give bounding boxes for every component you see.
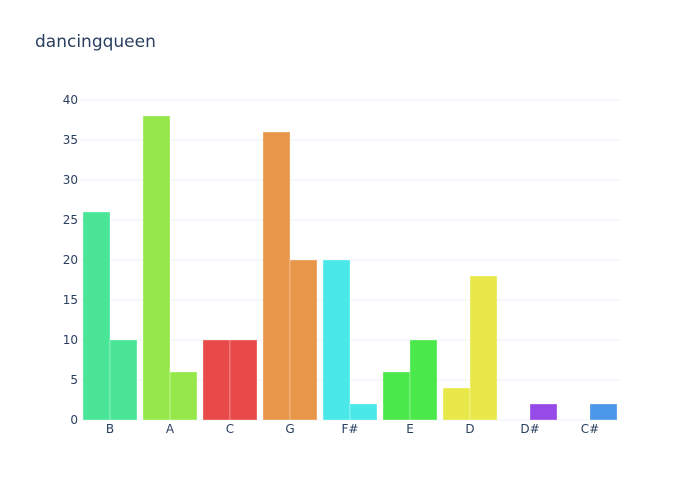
bar (109, 339, 138, 421)
y-tick-label: 0 (70, 413, 78, 427)
x-tick-label: B (106, 422, 114, 436)
bars (82, 115, 618, 421)
bar (322, 259, 351, 421)
x-tick-label: E (406, 422, 414, 436)
bar (382, 371, 411, 421)
bar (169, 371, 198, 421)
bar (442, 387, 471, 421)
bar (82, 211, 111, 421)
x-tick-label: A (166, 422, 175, 436)
bar (349, 403, 378, 421)
bar (229, 339, 258, 421)
y-tick-label: 25 (63, 213, 78, 227)
y-tick-label: 40 (63, 93, 78, 107)
x-tick-label: G (285, 422, 294, 436)
y-tick-label: 15 (63, 293, 78, 307)
bar (202, 339, 231, 421)
bar (262, 131, 291, 421)
chart-title: dancingqueen (35, 32, 156, 52)
x-tick-label: C# (581, 422, 599, 436)
bar (409, 339, 438, 421)
y-tick-label: 5 (70, 373, 78, 387)
x-axis: B A C G F# E D D# C# (106, 422, 599, 436)
y-tick-label: 20 (63, 253, 78, 267)
x-tick-label: C (226, 422, 234, 436)
y-axis: 0 5 10 15 20 25 30 35 40 (63, 93, 78, 427)
y-tick-label: 10 (63, 333, 78, 347)
y-tick-label: 30 (63, 173, 78, 187)
bar (589, 403, 618, 421)
x-tick-label: D (465, 422, 474, 436)
y-tick-label: 35 (63, 133, 78, 147)
bar (469, 275, 498, 421)
x-tick-label: F# (342, 422, 359, 436)
bar (142, 115, 171, 421)
bar (529, 403, 558, 421)
bar (289, 259, 318, 421)
x-tick-label: D# (520, 422, 539, 436)
